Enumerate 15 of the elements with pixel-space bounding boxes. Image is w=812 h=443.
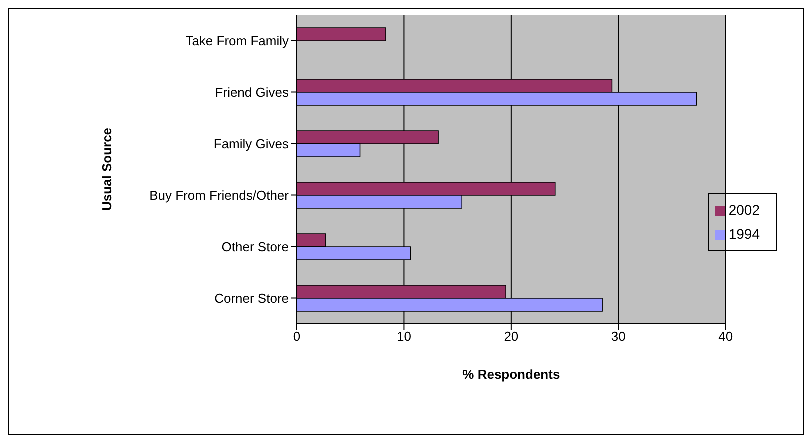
legend-label: 2002 xyxy=(728,202,760,218)
y-tick-label: Corner Store xyxy=(214,290,289,306)
y-tick-label: Friend Gives xyxy=(215,84,290,100)
y-tick-label: Family Gives xyxy=(214,136,290,152)
y-axis-title: Usual Source xyxy=(100,128,115,212)
x-tick-label: 30 xyxy=(611,329,626,344)
x-axis-title: % Respondents xyxy=(462,367,560,382)
legend-label: 1994 xyxy=(728,226,760,242)
y-tick-label: Other Store xyxy=(222,239,289,254)
y-tick-label: Buy From Friends/Other xyxy=(150,188,290,203)
x-tick-label: 40 xyxy=(718,329,734,344)
x-tick-label: 20 xyxy=(504,329,519,344)
y-tick-label: Take From Family xyxy=(186,33,290,48)
x-tick-label: 10 xyxy=(396,329,412,344)
x-tick-label: 0 xyxy=(293,329,301,344)
